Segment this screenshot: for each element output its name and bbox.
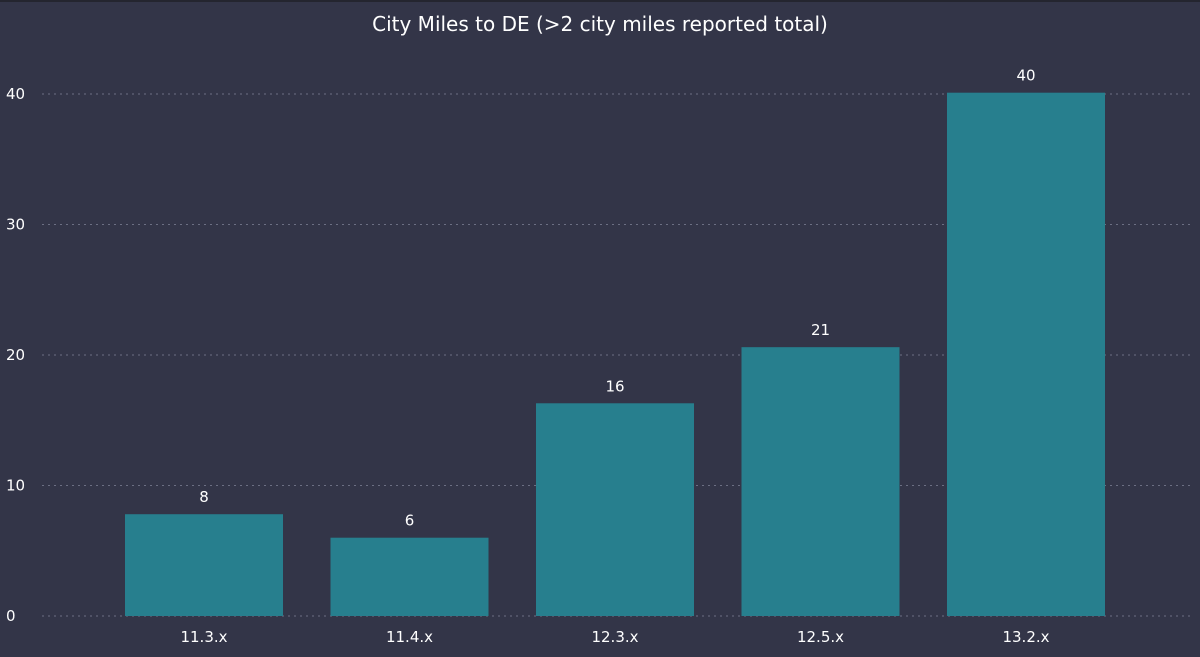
y-tick-label: 40 <box>6 85 25 103</box>
bar <box>536 403 694 616</box>
x-tick-label: 13.2.x <box>1002 628 1049 646</box>
y-tick-label: 10 <box>6 477 25 495</box>
y-tick-label: 0 <box>6 607 16 625</box>
bar <box>947 92 1105 616</box>
x-tick-label: 11.3.x <box>180 628 227 646</box>
x-tick-label: 12.5.x <box>797 628 844 646</box>
bar <box>125 514 283 616</box>
data-labels: 8 6 16 21 40 <box>199 67 1035 530</box>
bar <box>741 347 900 616</box>
bar <box>330 537 489 616</box>
x-tick-label: 12.3.x <box>591 628 638 646</box>
data-label: 16 <box>605 377 624 395</box>
data-label: 21 <box>811 321 830 339</box>
x-axis-ticks: 11.3.x 11.4.x 12.3.x 12.5.x 13.2.x <box>180 628 1049 646</box>
y-tick-label: 30 <box>6 216 25 234</box>
data-label: 8 <box>199 488 209 506</box>
data-label: 6 <box>405 512 415 530</box>
data-label: 40 <box>1016 67 1035 85</box>
chart-title: City Miles to DE (>2 city miles reported… <box>372 12 828 36</box>
bars <box>125 92 1105 616</box>
x-tick-label: 11.4.x <box>386 628 433 646</box>
y-tick-label: 20 <box>6 346 25 364</box>
y-axis-ticks: 0 10 20 30 40 <box>6 85 25 625</box>
